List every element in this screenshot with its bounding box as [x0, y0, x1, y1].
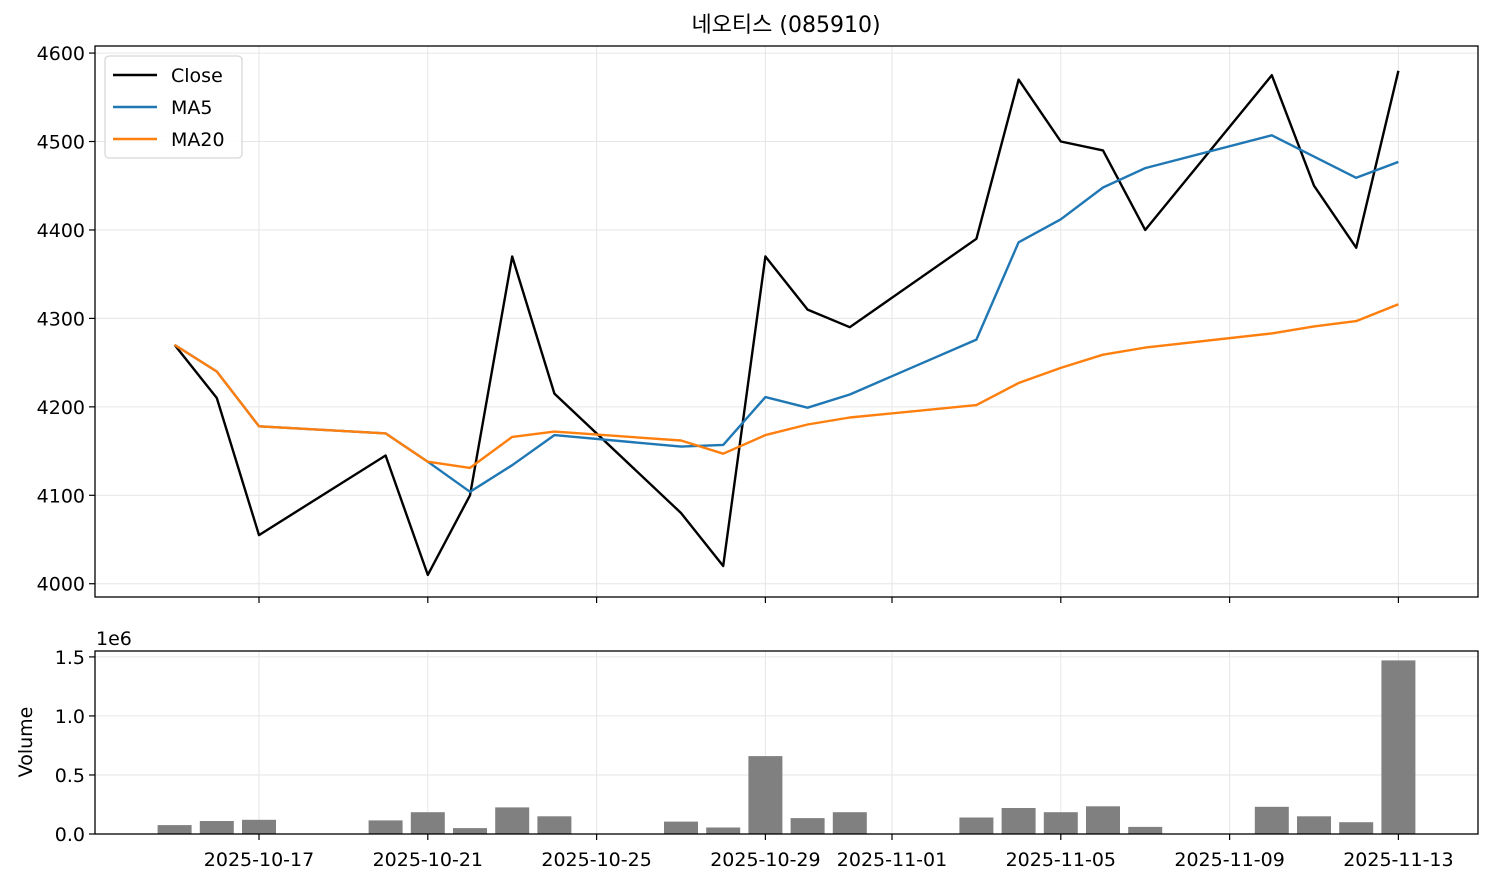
volume-bar	[1001, 808, 1036, 834]
volume-bar	[790, 818, 825, 834]
volume-bar	[706, 827, 741, 834]
date-tick-label: 2025-10-29	[710, 849, 820, 871]
price-ytick-label: 4600	[37, 43, 85, 65]
series-line-close	[173, 70, 1400, 577]
volume-grid	[95, 651, 1478, 835]
date-tick-label: 2025-11-05	[1006, 849, 1116, 871]
price-x-axis	[258, 597, 1400, 603]
volume-bar	[242, 819, 276, 834]
series-line-ma5	[173, 134, 1399, 493]
date-tick-label: 2025-10-17	[204, 849, 314, 871]
volume-ytick-label: 1.0	[55, 706, 85, 728]
volume-bar	[453, 828, 487, 834]
volume-ytick-label: 0.0	[55, 824, 85, 846]
price-ytick-label: 4400	[37, 220, 85, 242]
price-lines	[173, 70, 1400, 577]
price-grid	[95, 46, 1478, 597]
volume-bar	[1381, 660, 1416, 834]
legend-label-close: Close	[171, 65, 223, 87]
volume-panel: 0.00.51.01.5 2025-10-17 2025-10-21 2025-10…	[15, 628, 1479, 871]
volume-bar	[537, 816, 572, 834]
volume-x-axis: 2025-10-17 2025-10-21 2025-10-25 2025-10-29…	[204, 834, 1454, 871]
date-tick-label: 2025-11-09	[1174, 849, 1284, 871]
legend-label-ma5: MA5	[171, 97, 212, 119]
volume-bar	[1254, 806, 1289, 834]
volume-bar	[410, 812, 445, 834]
legend-label-ma20: MA20	[171, 129, 225, 151]
volume-axes-frame	[94, 650, 1479, 835]
volume-bar	[1297, 816, 1331, 834]
price-ytick-label: 4100	[37, 485, 85, 507]
price-axes-frame	[94, 45, 1479, 598]
volume-bar	[199, 821, 234, 834]
date-tick-label: 2025-10-25	[541, 849, 651, 871]
legend-box	[104, 55, 243, 159]
date-tick-label: 2025-10-21	[373, 849, 483, 871]
volume-bar	[748, 756, 783, 834]
price-panel: 4000 4100 4200 4300 4400 4500 4600 Close MA5 M…	[37, 43, 1479, 603]
volume-bar	[495, 807, 530, 834]
price-ytick-label: 4000	[37, 574, 85, 596]
volume-bar	[664, 821, 698, 834]
price-ytick-label: 4500	[37, 132, 85, 154]
volume-bar	[959, 817, 994, 834]
volume-bars	[157, 660, 1416, 834]
legend: Close MA5 MA20	[104, 55, 243, 159]
volume-bar	[832, 812, 867, 834]
volume-bar	[1086, 806, 1120, 834]
volume-bar	[157, 825, 192, 834]
price-ytick-label: 4300	[37, 308, 85, 330]
volume-y-axis: 0.0 0.5 1.0 1.5	[55, 647, 95, 846]
volume-bar	[368, 820, 403, 834]
volume-scale-label: 1e6	[96, 628, 132, 650]
chart-title: 네오티스 (085910)	[691, 13, 880, 38]
price-y-axis: 4000 4100 4200 4300 4400 4500 4600	[37, 43, 95, 596]
volume-bar	[1339, 822, 1374, 834]
series-line-ma20	[173, 303, 1399, 470]
date-tick-label: 2025-11-13	[1343, 849, 1453, 871]
volume-bar	[1043, 812, 1078, 834]
price-ytick-label: 4200	[37, 397, 85, 419]
volume-ytick-label: 1.5	[55, 647, 85, 669]
volume-axis-label: Volume	[15, 707, 37, 778]
volume-ytick-label: 0.5	[55, 765, 85, 787]
volume-bar	[1128, 826, 1163, 834]
date-tick-label: 2025-11-01	[837, 849, 947, 871]
